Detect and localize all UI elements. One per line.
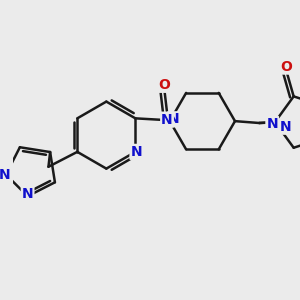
Text: N: N <box>266 117 278 131</box>
Text: N: N <box>0 168 10 182</box>
Text: O: O <box>158 78 170 92</box>
Text: O: O <box>280 60 292 74</box>
Text: N: N <box>280 120 291 134</box>
Text: N: N <box>161 112 173 127</box>
Text: N: N <box>168 112 180 126</box>
Text: N: N <box>130 145 142 159</box>
Text: N: N <box>22 188 33 201</box>
